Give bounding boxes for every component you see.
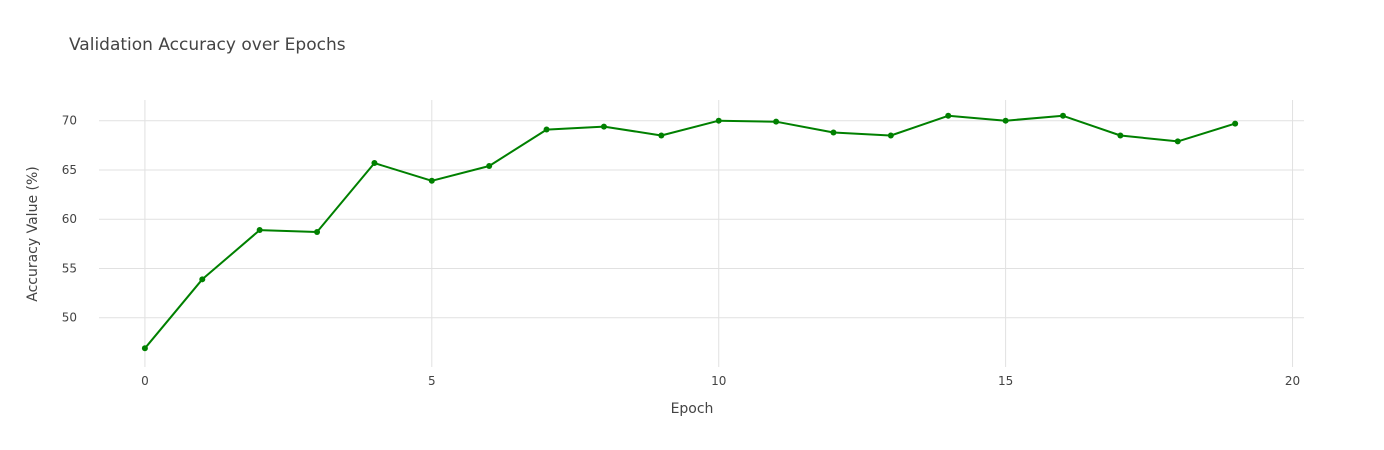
y-tick-label: 55 <box>62 261 77 275</box>
data-point <box>199 276 206 283</box>
data-point <box>256 227 263 234</box>
grid-layer <box>99 100 1304 367</box>
data-point <box>887 132 894 139</box>
data-point <box>1174 138 1181 145</box>
data-point <box>1117 132 1124 139</box>
data-point <box>314 229 321 236</box>
data-point <box>1060 112 1066 119</box>
data-point <box>486 163 493 170</box>
data-point <box>428 177 435 184</box>
data-point <box>543 126 550 133</box>
data-point <box>371 160 378 167</box>
x-tick-label: 15 <box>998 374 1013 388</box>
data-point <box>600 123 607 130</box>
data-point <box>945 112 952 119</box>
y-axis-title: Accuracy Value (%) <box>25 166 41 302</box>
y-tick-label: 70 <box>62 114 77 128</box>
data-point <box>141 345 148 352</box>
data-point <box>1232 120 1239 127</box>
series-layer <box>141 112 1239 352</box>
series-line <box>144 114 1236 349</box>
x-axis-title: Epoch <box>671 401 714 417</box>
x-tick-label: 0 <box>141 374 149 388</box>
x-tick-label: 20 <box>1285 374 1300 388</box>
y-tick-label: 60 <box>62 212 77 226</box>
data-point <box>773 118 780 125</box>
data-point <box>715 117 722 124</box>
chart-title: Validation Accuracy over Epochs <box>69 35 346 55</box>
data-point <box>658 132 665 139</box>
tick-layer: 0 5 10 15 20 50 55 60 65 70 <box>62 114 1300 388</box>
x-tick-label: 5 <box>428 374 436 388</box>
data-point <box>830 129 837 136</box>
y-tick-label: 50 <box>62 311 77 325</box>
data-point <box>1002 117 1009 124</box>
y-tick-label: 65 <box>62 163 77 177</box>
x-tick-label: 10 <box>711 374 726 388</box>
